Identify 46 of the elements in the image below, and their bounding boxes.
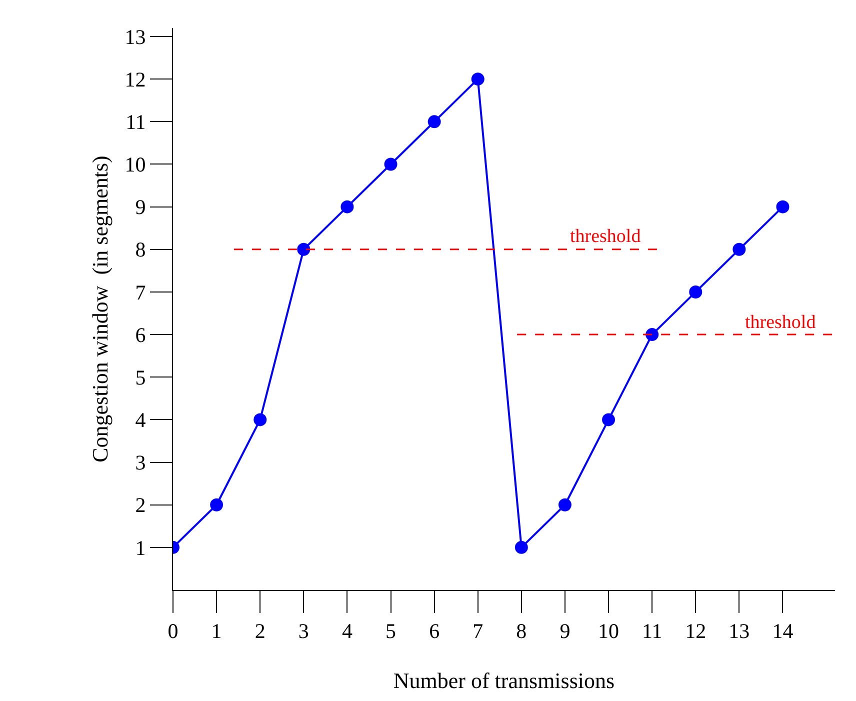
x-tick-label: 0 bbox=[168, 619, 178, 644]
y-tick-label: 2 bbox=[135, 493, 146, 518]
y-tick-label: 1 bbox=[135, 536, 146, 560]
y-tick-label: 12 bbox=[124, 67, 146, 92]
x-tick-label: 12 bbox=[685, 619, 706, 644]
y-tick-label: 13 bbox=[124, 24, 146, 49]
x-tick-label: 2 bbox=[254, 619, 266, 644]
x-tick-label: 3 bbox=[298, 619, 309, 644]
series-label: threshold bbox=[745, 312, 816, 333]
y-tick-label: 8 bbox=[135, 238, 146, 262]
x-tick-label: 13 bbox=[728, 619, 750, 644]
point bbox=[471, 72, 484, 86]
point bbox=[384, 158, 398, 171]
point bbox=[602, 413, 616, 426]
y-tick-label: 5 bbox=[135, 365, 146, 390]
point bbox=[514, 540, 528, 554]
x-tick-label: 10 bbox=[598, 619, 620, 644]
x-tick-label: 6 bbox=[429, 619, 440, 644]
y-tick-label: 3 bbox=[135, 450, 146, 475]
point bbox=[689, 285, 702, 298]
point bbox=[732, 242, 746, 256]
y-tick-label: 9 bbox=[135, 195, 146, 220]
x-tick-label: 9 bbox=[560, 619, 570, 644]
point bbox=[776, 200, 790, 214]
x-tick-label: 11 bbox=[642, 619, 662, 644]
y-tick-label: 7 bbox=[135, 280, 146, 304]
point bbox=[210, 498, 224, 512]
x-tick-label: 8 bbox=[516, 619, 527, 644]
x-tick-label: 5 bbox=[386, 619, 396, 644]
y-tick-label: 10 bbox=[124, 152, 146, 177]
point bbox=[254, 413, 267, 426]
point bbox=[340, 200, 354, 214]
x-tick-label: 1 bbox=[211, 619, 222, 644]
point bbox=[428, 115, 441, 128]
y-tick-label: 11 bbox=[126, 110, 146, 134]
series-label: threshold bbox=[570, 226, 642, 247]
y-axis-title: Congestion window (in segments) bbox=[88, 156, 113, 462]
y-tick-label: 6 bbox=[135, 322, 146, 347]
point bbox=[646, 328, 659, 342]
x-tick-label: 7 bbox=[472, 619, 484, 644]
x-tick-label: 4 bbox=[342, 619, 353, 644]
point bbox=[558, 498, 572, 512]
x-tick-label: 14 bbox=[772, 619, 794, 644]
x-axis-title: Number of transmissions bbox=[393, 668, 615, 694]
point bbox=[297, 242, 310, 256]
y-tick-label: 4 bbox=[135, 408, 146, 432]
